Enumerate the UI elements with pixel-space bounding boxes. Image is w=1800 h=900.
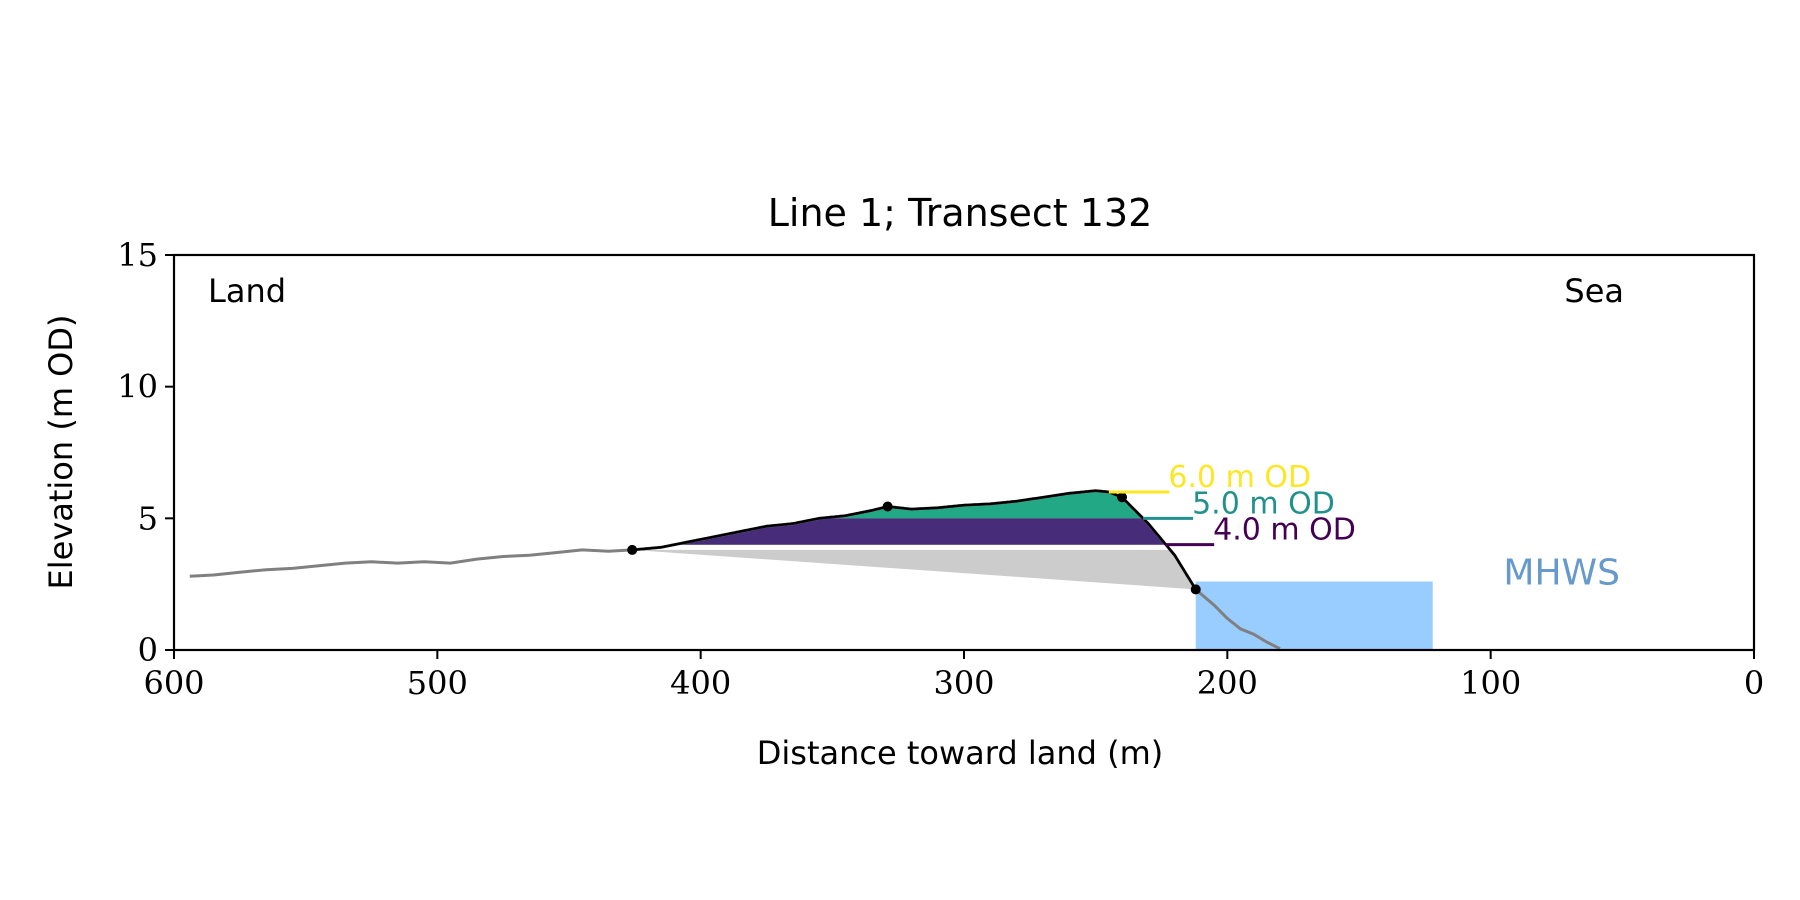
y-tick-label-10: 10 <box>117 368 158 406</box>
x-tick-label-600: 600 <box>143 664 204 702</box>
x-tick-label-200: 200 <box>1197 664 1258 702</box>
x-axis-label: Distance toward land (m) <box>757 734 1163 772</box>
x-tick-label-400: 400 <box>670 664 731 702</box>
x-tick-label-0: 0 <box>1744 664 1764 702</box>
land-label: Land <box>208 272 286 310</box>
plot-content: 4.0 m OD5.0 m OD6.0 m OD MHWS <box>189 460 1620 651</box>
y-axis: 0 5 10 15 <box>117 236 174 669</box>
elevation-band-4 <box>632 544 1170 550</box>
elevation-band-5 <box>674 518 1166 545</box>
dune-key-point-3 <box>1117 492 1127 503</box>
x-tick-label-100: 100 <box>1460 664 1521 702</box>
y-axis-label: Elevation (m OD) <box>42 315 80 590</box>
y-tick-label-0: 0 <box>138 631 158 669</box>
mhws-label: MHWS <box>1503 553 1620 594</box>
y-tick-label-15: 15 <box>117 236 158 274</box>
level-label-5: 5.0 m OD <box>1192 486 1335 521</box>
sea-label: Sea <box>1564 272 1624 310</box>
level-label-4: 4.0 m OD <box>1213 513 1356 548</box>
dune-key-point-1 <box>627 544 638 555</box>
dune-key-point-4 <box>1190 584 1201 595</box>
chart-title: Line 1; Transect 132 <box>768 191 1153 235</box>
x-axis: 600 500 400 300 200 100 0 <box>143 650 1764 702</box>
dune-outline <box>632 489 1197 591</box>
level-label-6: 6.0 m OD <box>1168 460 1311 495</box>
x-tick-label-500: 500 <box>407 664 468 702</box>
y-tick-label-5: 5 <box>138 499 158 537</box>
dune-key-point-2 <box>882 501 893 512</box>
mhws-water <box>1195 581 1433 650</box>
x-tick-label-300: 300 <box>933 664 994 702</box>
